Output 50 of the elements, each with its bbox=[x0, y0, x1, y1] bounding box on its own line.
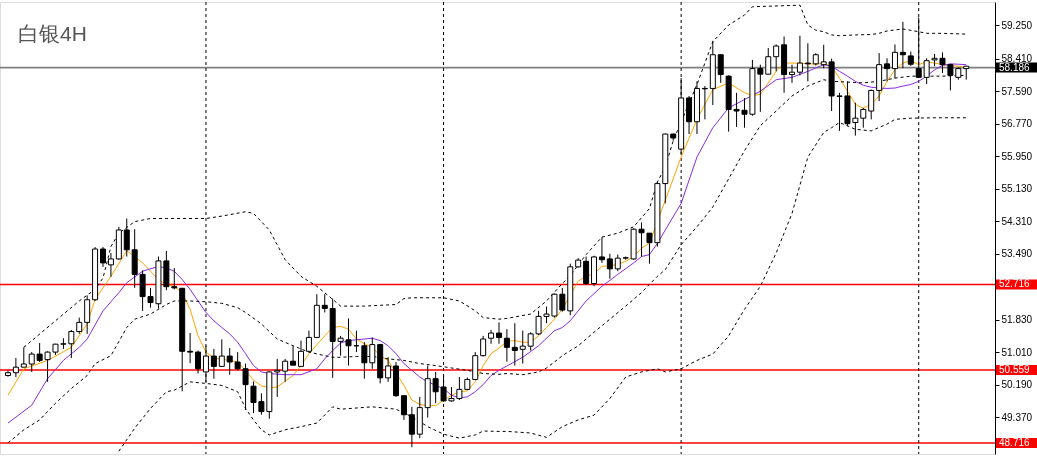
candlestick bbox=[804, 42, 811, 82]
y-tick-label: 57.590 bbox=[1001, 85, 1033, 97]
candlestick bbox=[297, 340, 304, 368]
candlestick bbox=[511, 322, 518, 367]
candlestick bbox=[274, 358, 281, 398]
candlestick bbox=[773, 43, 780, 72]
y-tick-label: 56.770 bbox=[1001, 118, 1033, 130]
candlestick bbox=[100, 246, 107, 268]
candlestick bbox=[583, 256, 590, 286]
y-tick-label: 49.370 bbox=[1001, 411, 1033, 423]
candlestick bbox=[472, 351, 479, 381]
candlestick bbox=[717, 54, 724, 84]
candlestick bbox=[385, 356, 392, 383]
candlestick bbox=[868, 89, 875, 120]
candlestick bbox=[796, 35, 803, 76]
candlestick bbox=[305, 330, 312, 353]
candlestick bbox=[123, 217, 130, 258]
candlestick bbox=[789, 64, 796, 84]
candlestick bbox=[765, 47, 772, 76]
ref-line-label: 52.716 bbox=[999, 278, 1031, 290]
ref-line-label: 48.716 bbox=[999, 437, 1031, 449]
candlestick bbox=[495, 321, 502, 345]
candlestick bbox=[84, 294, 91, 335]
y-tick-label: 51.010 bbox=[1001, 346, 1033, 358]
candlestick bbox=[321, 293, 328, 313]
candlestick bbox=[400, 394, 407, 421]
candlestick bbox=[210, 348, 217, 380]
candlestick bbox=[899, 21, 906, 69]
candlestick bbox=[12, 357, 19, 378]
candlestick bbox=[606, 253, 613, 280]
ref-line-label: 50.559 bbox=[999, 363, 1031, 375]
y-tick-label: 51.830 bbox=[1001, 314, 1033, 326]
y-tick-label: 54.310 bbox=[1001, 215, 1033, 227]
y-tick-label: 50.190 bbox=[1001, 379, 1033, 391]
text: 白银4H bbox=[18, 22, 87, 45]
candlestick bbox=[488, 329, 495, 345]
candlestick bbox=[187, 332, 194, 364]
y-tick-label: 59.250 bbox=[1001, 19, 1033, 31]
y-tick-label: 55.950 bbox=[1001, 150, 1033, 162]
candlestick bbox=[107, 252, 114, 278]
candlestick bbox=[218, 338, 225, 367]
y-tick-label: 55.130 bbox=[1001, 183, 1033, 195]
y-tick-label: 53.490 bbox=[1001, 248, 1033, 260]
candlestick bbox=[282, 358, 289, 383]
candlestick bbox=[686, 95, 693, 135]
candlestick bbox=[503, 328, 510, 363]
candlestick bbox=[290, 345, 297, 366]
candlestick bbox=[408, 406, 415, 448]
candlestick bbox=[598, 236, 605, 264]
candlestick bbox=[519, 330, 526, 365]
